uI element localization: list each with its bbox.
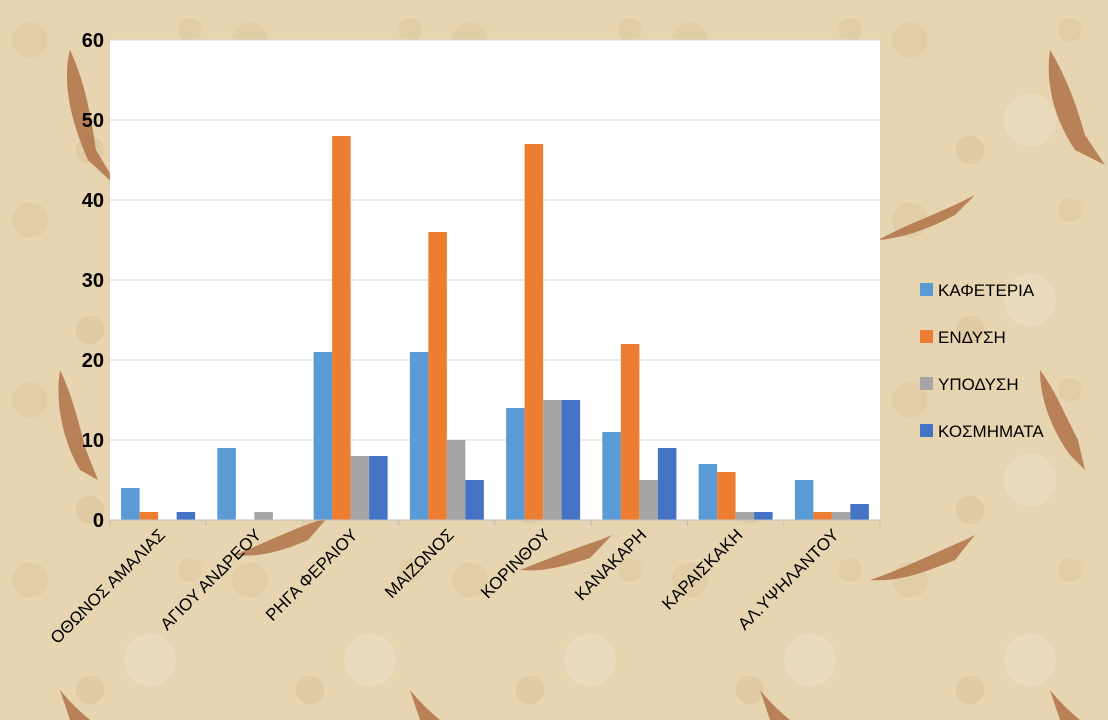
- legend: ΚΑΦΕΤΕΡΙΑ ΕΝΔΥΣΗ ΥΠΟΔΥΣΗ ΚΟΣΜΗΜΑΤΑ: [920, 281, 1044, 441]
- bar-ΚΟΣΜΗΜΑΤΑ-ΡΗΓΑ ΦΕΡΑΙΟΥ: [369, 456, 388, 520]
- bar-ΚΑΦΕΤΕΡΙΑ-ΑΓΙΟΥ ΑΝΔΡΕΟΥ: [217, 448, 236, 520]
- bar-ΚΑΦΕΤΕΡΙΑ-ΑΛ.ΥΨΗΛΑΝΤΟΥ: [794, 480, 814, 520]
- y-tick-label: 50: [82, 110, 104, 132]
- bar-ΥΠΟΔΥΣΗ-ΚΑΝΑΚΑΡΗ: [639, 480, 658, 520]
- y-tick-label: 10: [82, 430, 104, 452]
- y-tick-label: 20: [82, 350, 104, 372]
- bar-ΚΑΦΕΤΕΡΙΑ-ΚΟΡΙΝΘΟΥ: [506, 408, 525, 520]
- legend-label: ΚΑΦΕΤΕΡΙΑ: [938, 281, 1035, 300]
- legend-label: ΕΝΔΥΣΗ: [938, 328, 1006, 347]
- bar-ΥΠΟΔΥΣΗ-ΑΛ.ΥΨΗΛΑΝΤΟΥ: [831, 512, 851, 520]
- bar-ΥΠΟΔΥΣΗ-ΚΑΡΑΙΣΚΑΚΗ: [735, 512, 755, 520]
- bar-ΕΝΔΥΣΗ-ΚΑΝΑΚΑΡΗ: [620, 344, 640, 520]
- y-tick-label: 30: [82, 270, 104, 292]
- legend-label: ΥΠΟΔΥΣΗ: [938, 375, 1019, 394]
- legend-swatch: [920, 330, 933, 343]
- bar-ΥΠΟΔΥΣΗ-ΑΓΙΟΥ ΑΝΔΡΕΟΥ: [254, 512, 273, 520]
- y-axis-ticks: 0 10 20 30 40 50 60: [82, 30, 104, 532]
- y-tick-label: 60: [82, 30, 104, 52]
- bar-ΕΝΔΥΣΗ-ΚΑΡΑΙΣΚΑΚΗ: [717, 472, 736, 520]
- bar-ΥΠΟΔΥΣΗ-ΚΟΡΙΝΘΟΥ: [543, 400, 562, 520]
- bar-ΕΝΔΥΣΗ-ΚΟΡΙΝΘΟΥ: [524, 144, 544, 520]
- bar-ΚΑΦΕΤΕΡΙΑ-ΡΗΓΑ ΦΕΡΑΙΟΥ: [313, 352, 333, 520]
- legend-swatch: [920, 283, 933, 296]
- bar-ΚΟΣΜΗΜΑΤΑ-ΟΘΩΝΟΣ ΑΜΑΛΙΑΣ: [176, 512, 196, 520]
- bar-ΚΑΦΕΤΕΡΙΑ-ΚΑΝΑΚΑΡΗ: [602, 432, 621, 520]
- bar-ΚΑΦΕΤΕΡΙΑ-ΟΘΩΝΟΣ ΑΜΑΛΙΑΣ: [121, 488, 140, 520]
- bar-ΚΟΣΜΗΜΑΤΑ-ΑΛ.ΥΨΗΛΑΝΤΟΥ: [850, 504, 869, 520]
- bar-ΚΟΣΜΗΜΑΤΑ-ΚΑΝΑΚΑΡΗ: [657, 448, 677, 520]
- bar-ΕΝΔΥΣΗ-ΡΗΓΑ ΦΕΡΑΙΟΥ: [332, 136, 351, 520]
- bar-ΚΟΣΜΗΜΑΤΑ-ΚΟΡΙΝΘΟΥ: [561, 400, 581, 520]
- legend-swatch: [920, 377, 933, 390]
- bar-ΥΠΟΔΥΣΗ-ΜΑΙΖΩΝΟΣ: [446, 440, 466, 520]
- bar-ΚΑΦΕΤΕΡΙΑ-ΜΑΙΖΩΝΟΣ: [409, 352, 429, 520]
- bar-ΚΑΦΕΤΕΡΙΑ-ΚΑΡΑΙΣΚΑΚΗ: [698, 464, 718, 520]
- bars-group: [121, 136, 869, 520]
- gridlines: [110, 39, 880, 441]
- bar-ΕΝΔΥΣΗ-ΜΑΙΖΩΝΟΣ: [428, 232, 447, 520]
- bar-ΥΠΟΔΥΣΗ-ΡΗΓΑ ΦΕΡΑΙΟΥ: [350, 456, 370, 520]
- y-tick-label: 40: [82, 190, 104, 212]
- bar-ΚΟΣΜΗΜΑΤΑ-ΜΑΙΖΩΝΟΣ: [465, 480, 484, 520]
- fossil-fish-decoration: [58, 50, 1105, 720]
- y-tick-label: 0: [93, 510, 104, 532]
- bar-ΚΟΣΜΗΜΑΤΑ-ΚΑΡΑΙΣΚΑΚΗ: [754, 512, 773, 520]
- bar-ΕΝΔΥΣΗ-ΑΛ.ΥΨΗΛΑΝΤΟΥ: [813, 512, 832, 520]
- bar-ΕΝΔΥΣΗ-ΟΘΩΝΟΣ ΑΜΑΛΙΑΣ: [139, 512, 159, 520]
- legend-label: ΚΟΣΜΗΜΑΤΑ: [938, 422, 1044, 441]
- legend-swatch: [920, 424, 933, 437]
